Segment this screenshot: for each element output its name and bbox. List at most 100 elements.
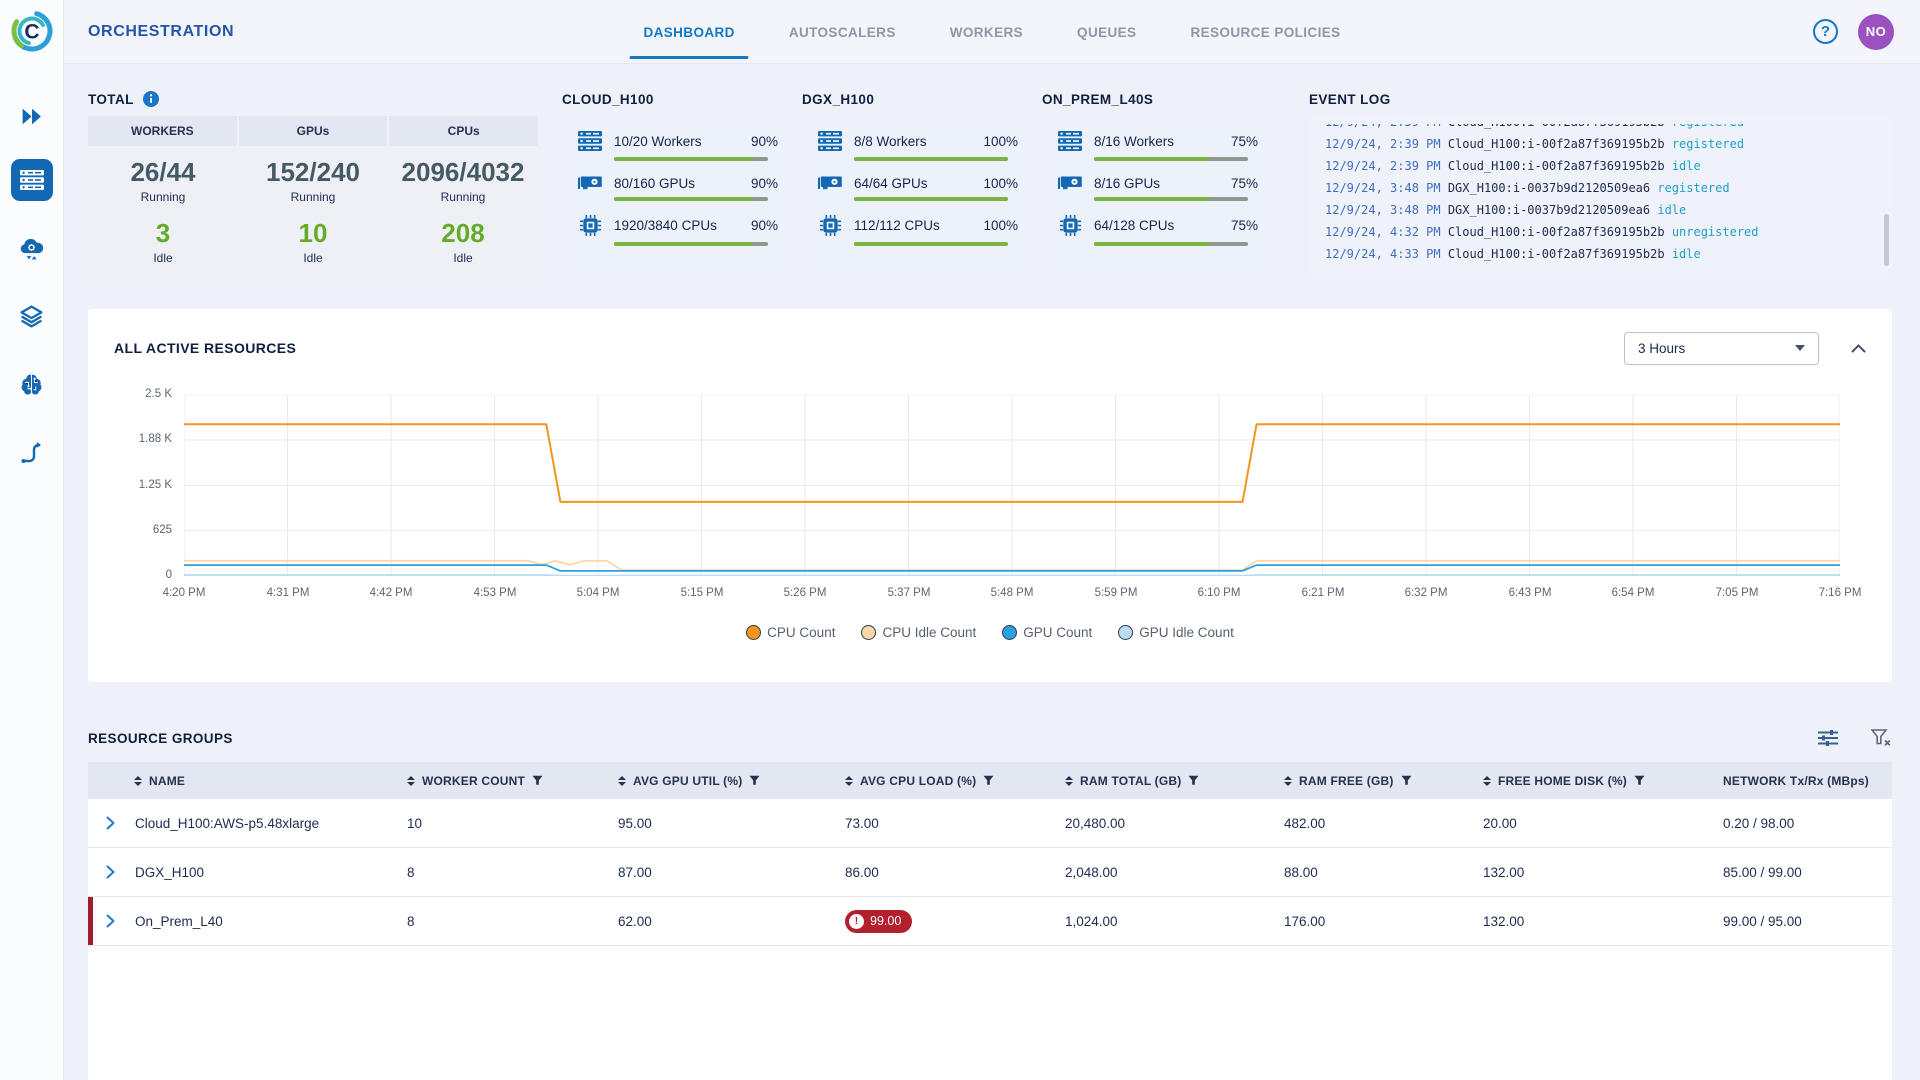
sort-icon[interactable]: [1284, 775, 1292, 786]
row-expand-chevron-icon[interactable]: [106, 816, 115, 830]
x-axis-tick: 4:42 PM: [369, 587, 413, 599]
filter-funnel-icon[interactable]: [983, 775, 994, 786]
chart: 0 625 1.25 K 1.88 K 2.5 K 4:20 PM 4:31 PM 4:42 …: [114, 388, 1866, 607]
clear-filters-icon[interactable]: [1871, 729, 1892, 747]
topbar: ORCHESTRATION DASHBOARD AUTOSCALERS WORKER…: [64, 0, 1920, 64]
resource-stat-label: 8/16 GPUs: [1094, 175, 1161, 191]
running-label: Running: [140, 190, 186, 204]
legend-item[interactable]: CPU Idle Count: [861, 625, 976, 640]
sidebar-item-datasets[interactable]: [19, 303, 45, 329]
help-icon[interactable]: ?: [1813, 19, 1838, 44]
cell-network: 85.00 / 99.00: [1723, 864, 1802, 880]
brain-icon: [19, 373, 44, 396]
resource-stat-row: 8/8 Workers 100%: [818, 131, 1018, 161]
resource-stat-label: 112/112 CPUs: [854, 218, 940, 233]
sidebar-item-expand[interactable]: [19, 103, 45, 129]
sidebar-item-autoscalers[interactable]: [19, 235, 45, 261]
cpu-icon: [1058, 215, 1082, 236]
app-logo[interactable]: C: [10, 9, 54, 53]
resource-stat-percent: 100%: [983, 133, 1018, 149]
page-title: ORCHESTRATION: [88, 22, 235, 40]
progress-bar: [1094, 197, 1248, 201]
totals-header-gpus: GPUs: [238, 116, 388, 146]
legend-label: CPU Count: [767, 625, 836, 640]
sort-icon[interactable]: [134, 775, 142, 786]
sort-icon[interactable]: [618, 775, 626, 786]
table-row[interactable]: Cloud_H100:AWS-p5.48xlarge 10 95.00 73.0…: [88, 799, 1892, 848]
resource-stat-row: 64/128 CPUs 75%: [1058, 215, 1258, 246]
event-log-entry: 12/9/24, 2:39 PM Cloud_H100:i-00f2a87f36…: [1325, 159, 1701, 173]
legend-label: GPU Idle Count: [1139, 625, 1234, 640]
resource-groups-title: RESOURCE GROUPS: [88, 730, 233, 746]
resource-stat-row: 64/64 GPUs 100%: [818, 175, 1018, 201]
tab-queues[interactable]: QUEUES: [1077, 24, 1137, 40]
resource-stat-percent: 90%: [750, 218, 778, 233]
pipeline-icon: [20, 441, 44, 464]
event-log-scrollbar[interactable]: [1884, 214, 1889, 266]
progress-bar: [854, 242, 1008, 246]
cell-name: DGX_H100: [88, 865, 397, 880]
filter-funnel-icon[interactable]: [749, 775, 760, 786]
chart-legend: CPU Count CPU Idle Count GPU Count GPU I…: [114, 625, 1866, 640]
cell-worker-count: 10: [407, 815, 423, 831]
x-axis-tick: 5:59 PM: [1094, 587, 1138, 599]
sidebar-item-models[interactable]: [19, 371, 45, 397]
cell-free-home-disk: 20.00: [1483, 815, 1517, 831]
event-log-title: EVENT LOG: [1309, 91, 1391, 107]
gpu-icon: [818, 175, 842, 191]
tab-resource-policies[interactable]: RESOURCE POLICIES: [1190, 24, 1341, 40]
resource-card-title: ON_PREM_L40S: [1042, 91, 1154, 107]
cell-ram-free: 176.00: [1284, 913, 1326, 929]
table-row[interactable]: DGX_H100 8 87.00 86.00 2,048.00 88.00 13…: [88, 848, 1892, 897]
progress-bar: [854, 157, 1008, 161]
x-axis-tick: 6:43 PM: [1508, 587, 1552, 599]
legend-swatch-icon: [861, 625, 877, 640]
sort-icon[interactable]: [407, 775, 415, 786]
tab-autoscalers[interactable]: AUTOSCALERS: [788, 24, 896, 40]
sort-icon[interactable]: [1065, 775, 1073, 786]
x-axis-tick: 6:10 PM: [1197, 587, 1241, 599]
filter-funnel-icon[interactable]: [1634, 775, 1645, 786]
x-axis-tick: 5:26 PM: [783, 587, 827, 599]
sort-icon[interactable]: [845, 775, 853, 786]
avatar[interactable]: NO: [1858, 13, 1894, 50]
resource-stat-row: 8/16 GPUs 75%: [1058, 175, 1258, 201]
idle-count: 10: [298, 218, 328, 248]
y-axis-tick: 625: [152, 524, 172, 536]
cpu-icon: [578, 215, 602, 236]
filter-funnel-icon[interactable]: [1188, 775, 1199, 786]
resource-stat-label: 80/160 GPUs: [614, 175, 696, 191]
tab-workers[interactable]: WORKERS: [949, 24, 1024, 40]
info-icon[interactable]: [142, 91, 159, 107]
legend-item[interactable]: GPU Count: [1002, 625, 1092, 640]
y-axis-tick: 1.25 K: [138, 479, 172, 491]
event-log-entry: 12/9/24, 2:39 PM Cloud_H100:i-00f2a87f36…: [1325, 137, 1745, 151]
sort-icon[interactable]: [1483, 775, 1491, 786]
column-header-worker-count: WORKER COUNT: [397, 774, 608, 788]
running-count: 152/240: [266, 157, 360, 187]
sidebar-item-pipelines[interactable]: [19, 439, 45, 465]
tab-dashboard[interactable]: DASHBOARD: [629, 0, 750, 64]
x-axis-tick: 4:31 PM: [266, 587, 310, 599]
legend-item[interactable]: GPU Idle Count: [1118, 625, 1234, 640]
totals-title: TOTAL: [88, 91, 134, 107]
resource-card-title: CLOUD_H100: [562, 91, 654, 107]
sidebar-item-workers[interactable]: [10, 159, 53, 201]
idle-label: Idle: [153, 251, 173, 265]
customize-columns-icon[interactable]: [1817, 728, 1839, 748]
column-header-avg-gpu-util-: AVG GPU UTIL (%): [608, 774, 835, 788]
progress-bar: [614, 242, 768, 246]
resource-stat-label: 1920/3840 CPUs: [614, 218, 717, 233]
legend-item[interactable]: CPU Count: [746, 625, 835, 640]
row-expand-chevron-icon[interactable]: [106, 914, 115, 928]
y-axis-tick: 2.5 K: [145, 388, 172, 400]
time-range-select[interactable]: 3 Hours: [1624, 331, 1819, 365]
cloud-gear-icon: [18, 237, 45, 260]
progress-bar: [1094, 242, 1248, 246]
series-gpu-idle-count: [184, 574, 1840, 576]
row-expand-chevron-icon[interactable]: [106, 865, 115, 879]
filter-funnel-icon[interactable]: [532, 775, 543, 786]
collapse-chart-button[interactable]: [1851, 343, 1866, 353]
filter-funnel-icon[interactable]: [1401, 775, 1412, 786]
table-row[interactable]: On_Prem_L40 8 62.00 ! 99.00 1,024.00 176.…: [88, 897, 1892, 946]
